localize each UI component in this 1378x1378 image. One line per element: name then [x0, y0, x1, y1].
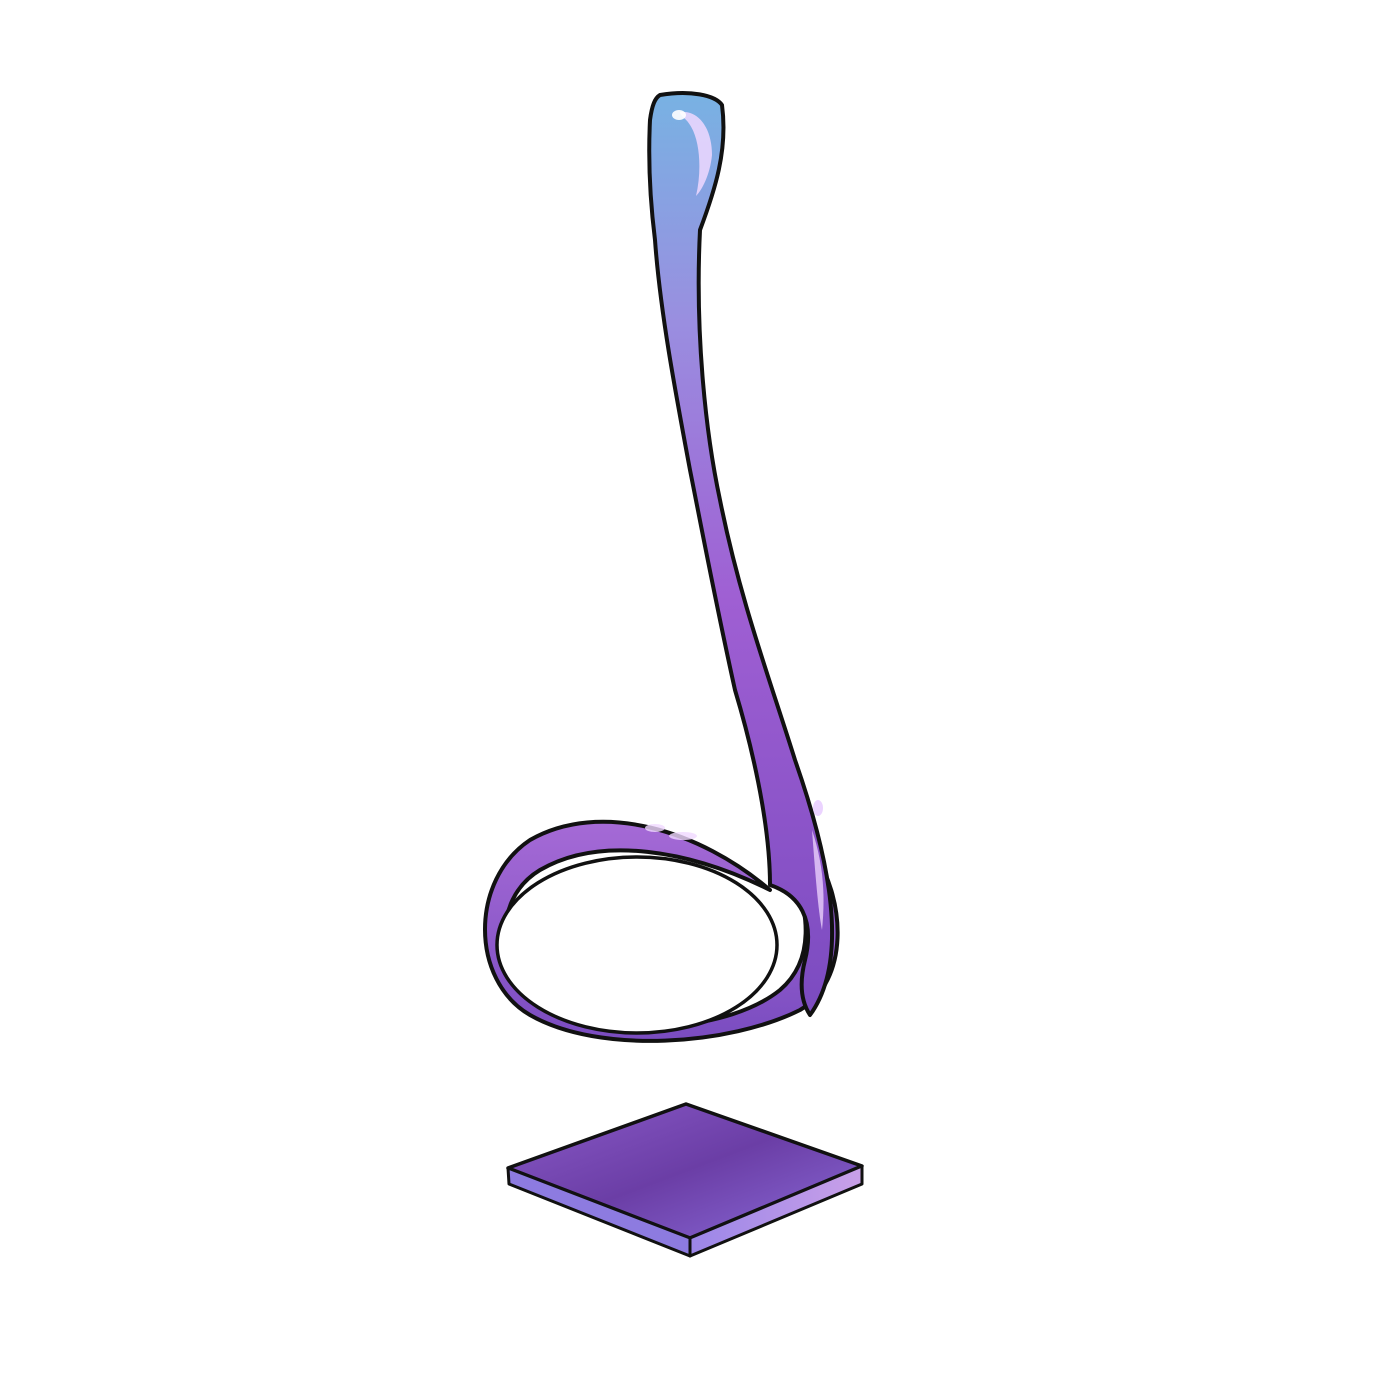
base-plate — [506, 1102, 864, 1258]
loop-hole — [495, 855, 779, 1035]
base-plate-right-edge — [688, 1164, 864, 1258]
stem-top-highlight — [680, 111, 712, 196]
stem-curve-glint — [813, 800, 823, 816]
stem-curve-highlight — [812, 830, 824, 930]
base-plate-top — [506, 1102, 864, 1240]
loop-highlight-left — [645, 824, 665, 832]
stem-shape — [647, 91, 835, 1017]
loop-highlight-right — [669, 832, 697, 840]
stem-tip-glint — [672, 110, 686, 120]
note-stem — [645, 91, 835, 1017]
